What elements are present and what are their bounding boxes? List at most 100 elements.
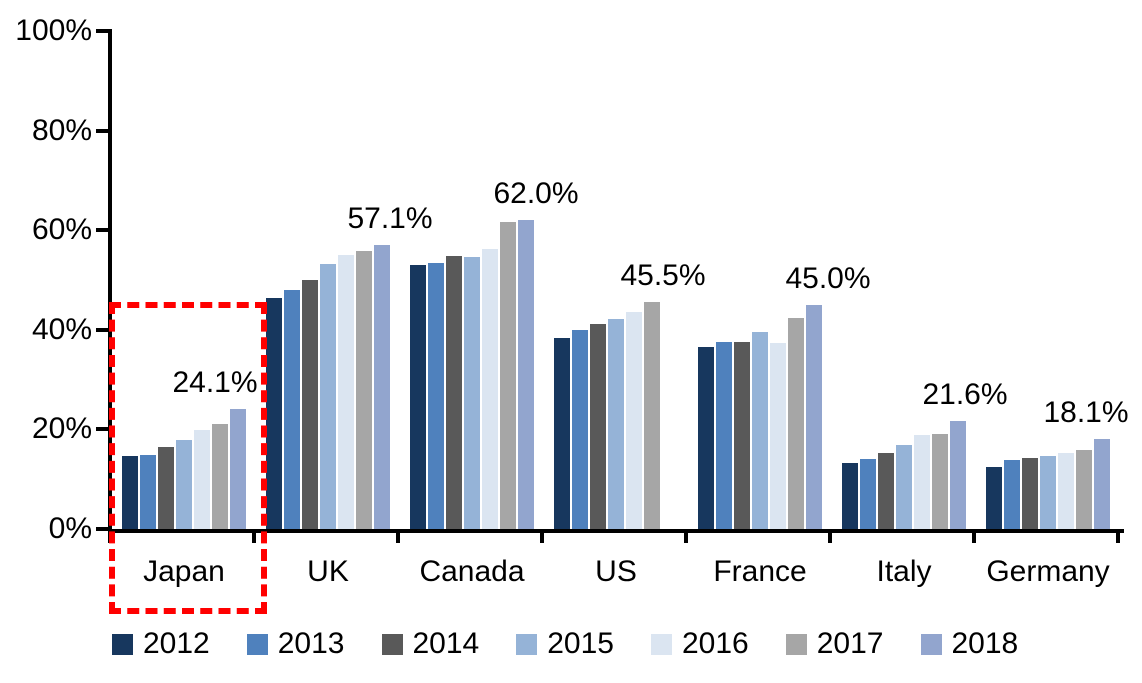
- bar-2015-japan: [176, 439, 192, 529]
- bar-2012-germany: [986, 466, 1002, 529]
- bar-2014-japan: [158, 446, 174, 529]
- y-tick-label: 100%: [15, 14, 92, 47]
- japan-highlight-box: [109, 302, 267, 614]
- bar-2012-uk: [266, 297, 282, 529]
- y-tick-label: 60%: [31, 213, 92, 247]
- x-axis-tick: [684, 533, 688, 543]
- y-axis-tick: [96, 29, 109, 33]
- bar-2014-germany: [1022, 457, 1038, 529]
- bar-2018-germany: [1094, 438, 1110, 529]
- bar-2015-uk: [320, 263, 336, 529]
- legend-color-swatch: [381, 633, 403, 655]
- bar-2015-us: [608, 318, 624, 529]
- y-axis-tick: [96, 527, 109, 531]
- x-axis-line: [108, 529, 1124, 533]
- peak-value-label-italy: 21.6%: [922, 378, 1008, 412]
- bar-2016-uk: [338, 255, 354, 529]
- bar-2016-us: [626, 311, 642, 529]
- bar-2012-us: [554, 338, 570, 529]
- bar-2018-italy: [950, 421, 966, 529]
- bar-2012-canada: [410, 265, 426, 529]
- legend-item-2015: 2015: [516, 626, 614, 662]
- bar-2015-canada: [464, 256, 480, 529]
- bar-2018-canada: [518, 220, 534, 529]
- bar-2017-italy: [932, 433, 948, 529]
- category-label-canada: Canada: [419, 555, 525, 588]
- category-label-germany: Germany: [986, 555, 1110, 588]
- legend-item-2018: 2018: [920, 626, 1019, 662]
- legend-label: 2013: [277, 627, 345, 660]
- y-axis-tick: [96, 327, 109, 332]
- category-label-us: US: [595, 555, 637, 588]
- bar-2016-france: [770, 342, 786, 529]
- peak-value-label-uk: 57.1%: [347, 201, 433, 235]
- bar-2014-france: [734, 341, 750, 529]
- bar-2017-us: [644, 302, 660, 529]
- legend-item-2017: 2017: [785, 626, 884, 662]
- x-axis-tick: [396, 533, 400, 543]
- y-axis-tick: [96, 427, 109, 432]
- x-axis-tick: [828, 533, 832, 543]
- bar-2013-canada: [428, 262, 444, 529]
- bar-2017-japan: [212, 424, 228, 529]
- legend-label: 2017: [816, 627, 884, 660]
- x-axis-tick: [972, 533, 976, 543]
- legend-color-swatch: [246, 633, 268, 655]
- legend-label: 2018: [951, 627, 1019, 660]
- peak-value-label-japan: 24.1%: [172, 365, 258, 399]
- bar-2014-uk: [302, 279, 318, 529]
- x-axis-tick: [252, 533, 256, 543]
- legend-label: 2015: [547, 627, 614, 660]
- bar-2013-uk: [284, 290, 300, 529]
- bar-2013-us: [572, 329, 588, 529]
- y-tick-label: 40%: [31, 312, 92, 346]
- bar-2013-france: [716, 341, 732, 529]
- bar-2016-canada: [482, 249, 498, 529]
- category-label-japan: Japan: [143, 555, 225, 588]
- legend-item-2016: 2016: [651, 626, 749, 662]
- bar-2018-france: [806, 304, 822, 529]
- y-axis-tick: [96, 228, 109, 233]
- peak-value-label-france: 45.0%: [785, 261, 871, 295]
- x-axis-tick: [1116, 533, 1120, 543]
- legend-item-2013: 2013: [246, 626, 345, 662]
- bar-2014-canada: [446, 255, 462, 529]
- y-axis-line: [108, 29, 112, 533]
- bar-2016-japan: [194, 429, 210, 529]
- bar-2014-italy: [878, 452, 894, 529]
- bar-2013-japan: [140, 454, 156, 529]
- x-axis-tick: [540, 533, 544, 543]
- bar-2017-germany: [1076, 450, 1092, 529]
- y-tick-label: 20%: [31, 412, 92, 446]
- y-axis-tick: [96, 128, 109, 133]
- bar-2015-italy: [896, 445, 912, 529]
- bar-2012-france: [698, 347, 714, 529]
- legend-color-swatch: [920, 633, 942, 655]
- legend-label: 2014: [412, 627, 480, 660]
- legend-color-swatch: [112, 633, 133, 655]
- bar-2018-japan: [230, 408, 246, 529]
- bar-2017-canada: [500, 221, 516, 529]
- bar-2015-germany: [1040, 455, 1056, 529]
- y-tick-label: 0%: [48, 512, 92, 545]
- bar-2012-italy: [842, 463, 858, 529]
- peak-value-label-us: 45.5%: [620, 259, 706, 293]
- legend-color-swatch: [516, 633, 538, 655]
- peak-value-label-germany: 18.1%: [1043, 395, 1129, 429]
- legend: 2012 2013 2014 2015 2016 2017 2018: [112, 626, 1018, 662]
- legend-label: 2016: [682, 627, 749, 660]
- legend-label: 2012: [143, 627, 210, 660]
- category-label-italy: Italy: [876, 555, 932, 588]
- bar-2016-italy: [914, 434, 930, 529]
- legend-color-swatch: [651, 633, 672, 655]
- bar-2017-france: [788, 317, 804, 529]
- bar-2018-uk: [374, 244, 390, 529]
- bar-2012-japan: [122, 456, 138, 529]
- bar-2014-us: [590, 323, 606, 529]
- peak-value-label-canada: 62.0%: [493, 177, 579, 211]
- legend-item-2012: 2012: [112, 626, 210, 662]
- category-label-uk: UK: [307, 555, 349, 588]
- category-label-france: France: [713, 555, 807, 588]
- bar-2017-uk: [356, 251, 372, 529]
